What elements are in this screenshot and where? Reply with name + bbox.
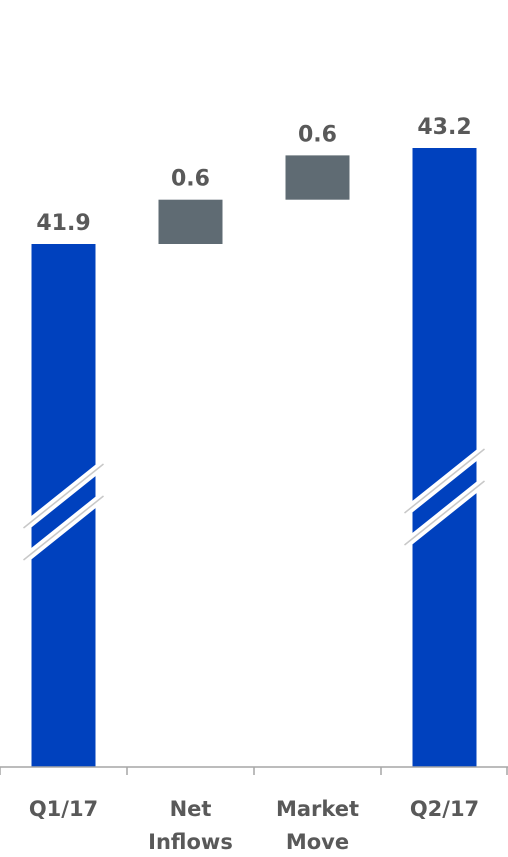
break-line-0-0 bbox=[23, 463, 104, 529]
axis-break-marks bbox=[20, 445, 488, 564]
value-label-1: 0.6 bbox=[171, 167, 210, 192]
value-labels: 41.9 0.6 0.6 43.2 bbox=[36, 115, 471, 236]
category-label-2-0: Market bbox=[276, 797, 359, 821]
value-label-0: 41.9 bbox=[36, 211, 90, 236]
break-line-0-1 bbox=[23, 495, 104, 561]
break-line-3-0 bbox=[404, 448, 485, 514]
break-line-3-1 bbox=[404, 480, 485, 546]
bar-1 bbox=[158, 199, 223, 244]
category-label-0-0: Q1/17 bbox=[29, 797, 98, 821]
bars-group bbox=[31, 148, 477, 767]
value-label-3: 43.2 bbox=[417, 115, 471, 140]
x-axis bbox=[0, 766, 508, 775]
bar-2 bbox=[285, 155, 350, 200]
category-labels: Q1/17 Net Inflows Market Move Q2/17 bbox=[29, 797, 479, 854]
value-label-2: 0.6 bbox=[298, 122, 337, 147]
category-label-2-1: Move bbox=[286, 830, 349, 854]
category-label-1-1: Inflows bbox=[148, 830, 233, 854]
category-label-1-0: Net bbox=[170, 797, 212, 821]
bar-3 bbox=[412, 148, 477, 767]
category-label-3-0: Q2/17 bbox=[410, 797, 479, 821]
